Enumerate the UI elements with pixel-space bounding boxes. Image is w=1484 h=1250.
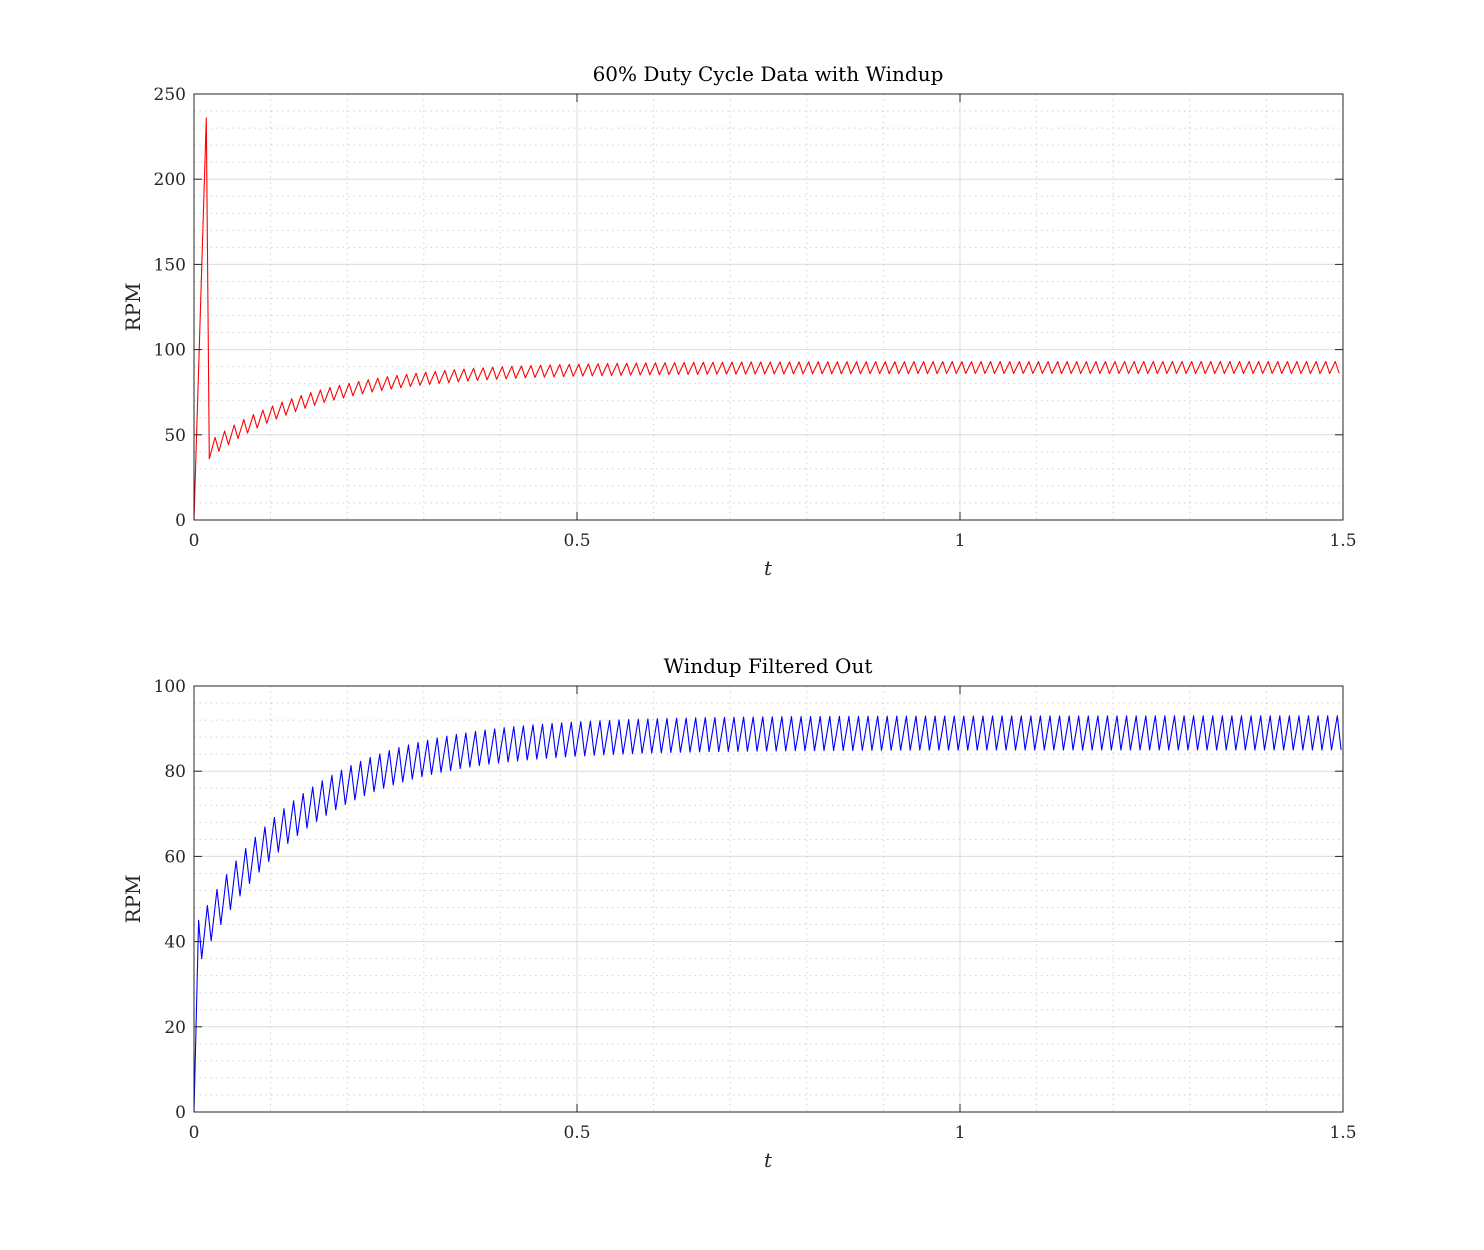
top-major-grid <box>194 94 1343 520</box>
top-chart-title: 60% Duty Cycle Data with Windup <box>593 62 944 86</box>
bottom-xtick-label: 0.5 <box>563 1123 590 1143</box>
bottom-ytick-label: 20 <box>164 1018 186 1038</box>
bottom-ytick-label: 100 <box>154 677 186 697</box>
top-ytick-label: 50 <box>164 426 186 446</box>
plot-bottom: 0 20 40 60 80 100 0 0.5 1 1.5 Windup Fil… <box>121 654 1357 1172</box>
bottom-ytick-label: 0 <box>175 1103 186 1123</box>
bottom-tick-marks <box>193 685 1344 1113</box>
bottom-minor-grid <box>194 686 1343 1112</box>
top-xtick-label: 0.5 <box>563 531 590 551</box>
top-xtick-label: 1.5 <box>1329 531 1356 551</box>
top-tick-marks <box>193 93 1344 521</box>
bottom-xtick-label: 1.5 <box>1329 1123 1356 1143</box>
bottom-major-grid <box>194 686 1343 1112</box>
bottom-axes-frame <box>193 685 1344 1113</box>
top-y-axis-label: RPM <box>121 283 145 332</box>
bottom-ytick-label: 40 <box>164 933 186 953</box>
bottom-series-line <box>193 715 1342 1113</box>
bottom-xtick-label: 1 <box>955 1123 966 1143</box>
bottom-y-axis-label: RPM <box>121 875 145 924</box>
bottom-ytick-label: 80 <box>164 762 186 782</box>
top-xtick-label: 1 <box>955 531 966 551</box>
bottom-ytick-label: 60 <box>164 847 186 867</box>
top-minor-grid <box>194 94 1343 520</box>
plot-top: 0 50 100 150 200 250 0 0.5 1 1.5 60% Dut… <box>121 62 1357 580</box>
top-x-axis-label: t <box>764 556 773 580</box>
top-ytick-label: 0 <box>175 511 186 531</box>
top-ytick-label: 200 <box>154 170 186 190</box>
top-ytick-label: 250 <box>154 85 186 105</box>
top-xtick-label: 0 <box>189 531 200 551</box>
top-ytick-label: 100 <box>154 341 186 361</box>
top-ytick-label: 150 <box>154 255 186 275</box>
bottom-xtick-label: 0 <box>189 1123 200 1143</box>
bottom-x-axis-label: t <box>764 1148 773 1172</box>
bottom-chart-title: Windup Filtered Out <box>664 654 873 678</box>
top-series-line <box>193 117 1340 521</box>
top-axes-frame <box>193 93 1344 521</box>
